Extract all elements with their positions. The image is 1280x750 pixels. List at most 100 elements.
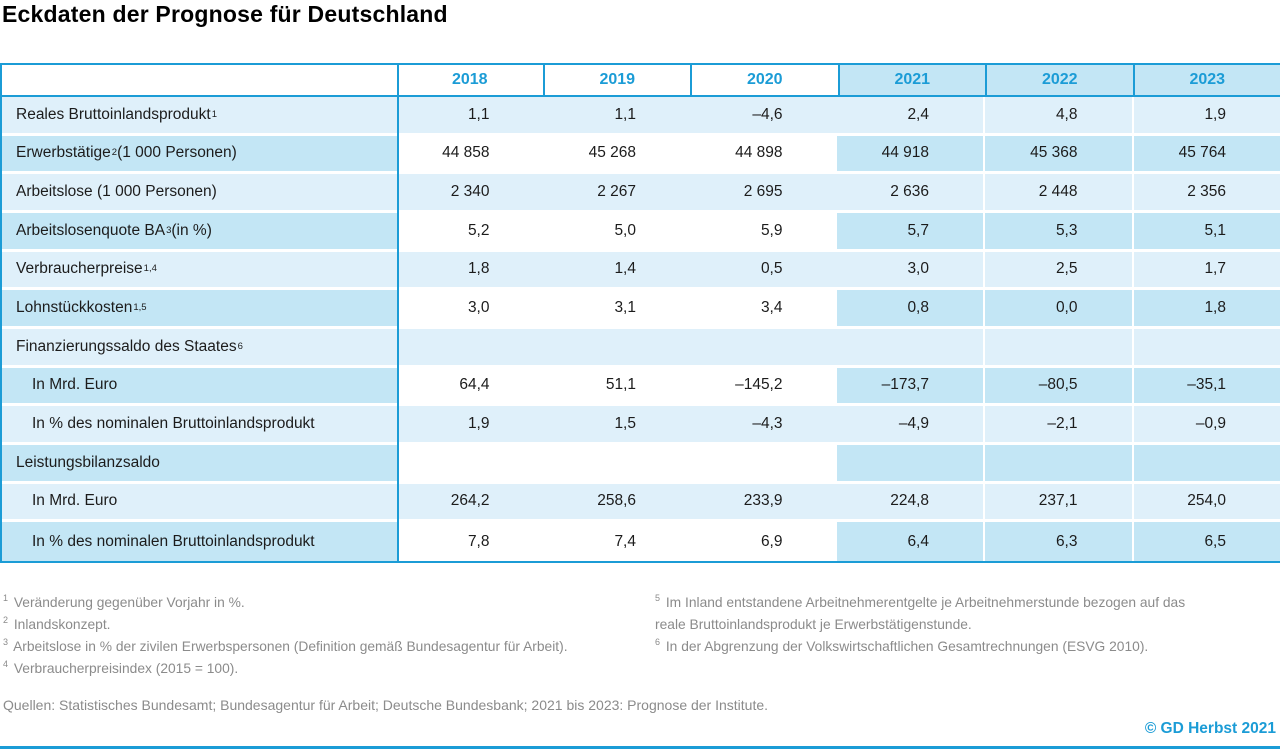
table-body: Reales Bruttoinlandsprodukt 1 1,1 1,1 –4,6 2,… bbox=[2, 97, 1280, 561]
value-cell-2022: –80,5 bbox=[983, 367, 1132, 407]
value-cell-2018: 64,4 bbox=[397, 367, 544, 407]
value-cell-2019: 2 267 bbox=[543, 174, 690, 213]
value-cell-2022: 237,1 bbox=[983, 483, 1132, 523]
value-cell-2018: 2 340 bbox=[397, 174, 544, 213]
value-cell-2019: 51,1 bbox=[543, 367, 690, 407]
footnote-3: 3 Arbeitslose in % der zivilen Erwerbspe… bbox=[3, 637, 568, 654]
row-label: In % des nominalen Bruttoinlandsprodukt bbox=[2, 406, 397, 445]
value-cell-2020 bbox=[690, 444, 837, 484]
value-cell-2021: 44 918 bbox=[836, 135, 983, 175]
value-cell-2018 bbox=[397, 328, 544, 368]
value-cell-2019: 7,4 bbox=[543, 522, 690, 561]
value-cell-2023: 1,9 bbox=[1131, 97, 1280, 136]
value-cell-2022 bbox=[983, 328, 1132, 368]
year-header-row: 2018 2019 2020 2021 2022 2023 bbox=[2, 63, 1280, 97]
value-cell-2020: –4,6 bbox=[690, 97, 837, 136]
year-header-2022: 2022 bbox=[985, 65, 1133, 95]
credit-label: © GD Herbst 2021 bbox=[1144, 720, 1276, 737]
value-cell-2020: 5,9 bbox=[690, 212, 837, 252]
footnotes: 1 Veränderung gegenüber Vorjahr in %. 2 I… bbox=[3, 592, 1215, 680]
value-cell-2020: 0,5 bbox=[690, 251, 837, 291]
value-cell-2023: –35,1 bbox=[1131, 367, 1280, 407]
footnote-5: 5 Im Inland entstandene Arbeitnehmerentg… bbox=[655, 593, 1186, 632]
value-cell-2018: 1,1 bbox=[397, 97, 544, 136]
value-cell-2020: 233,9 bbox=[690, 483, 837, 523]
value-cell-2021: 5,7 bbox=[836, 212, 983, 252]
value-cell-2019: 3,1 bbox=[543, 290, 690, 329]
footnote-6: 6 In der Abgrenzung der Volkswirtschaftl… bbox=[655, 637, 1149, 654]
year-header-2023: 2023 bbox=[1132, 65, 1280, 95]
value-cell-2022: 0,0 bbox=[983, 290, 1132, 329]
value-cell-2018: 44 858 bbox=[397, 135, 544, 175]
value-cell-2022: 2 448 bbox=[983, 174, 1132, 213]
year-header-2018: 2018 bbox=[451, 71, 488, 88]
row-label: In % des nominalen Bruttoinlandsprodukt bbox=[2, 522, 397, 561]
value-cell-2022: 6,3 bbox=[983, 522, 1132, 561]
footnote-1: 1 Veränderung gegenüber Vorjahr in %. bbox=[3, 593, 245, 610]
forecast-table: 2018 2019 2020 2021 2022 2023 Reales Bruttoin… bbox=[0, 63, 1280, 563]
value-cell-2019 bbox=[543, 444, 690, 484]
header-label-spacer bbox=[2, 65, 397, 95]
year-header-2021: 2021 bbox=[837, 65, 985, 95]
value-cell-2020: 2 695 bbox=[690, 174, 837, 213]
row-label: In Mrd. Euro bbox=[2, 367, 397, 407]
value-cell-2021: 0,8 bbox=[836, 290, 983, 329]
bottom-rule bbox=[0, 746, 1280, 749]
footnotes-right-column: 5 Im Inland entstandene Arbeitnehmerentg… bbox=[655, 592, 1215, 680]
value-cell-2021: –173,7 bbox=[836, 367, 983, 407]
value-cell-2019: 1,1 bbox=[543, 97, 690, 136]
value-cell-2023: 5,1 bbox=[1131, 212, 1280, 252]
table-row: In Mrd. Euro 264,2 258,6 233,9 224,8 237,1 254… bbox=[2, 483, 1280, 523]
value-cell-2021: –4,9 bbox=[836, 406, 983, 445]
value-cell-2019: 258,6 bbox=[543, 483, 690, 523]
value-cell-2018: 7,8 bbox=[397, 522, 544, 561]
value-cell-2018: 1,8 bbox=[397, 251, 544, 291]
value-cell-2019: 5,0 bbox=[543, 212, 690, 252]
value-cell-2018: 1,9 bbox=[397, 406, 544, 445]
value-cell-2023: 1,8 bbox=[1131, 290, 1280, 329]
value-cell-2023: 45 764 bbox=[1131, 135, 1280, 175]
value-cell-2021: 2 636 bbox=[836, 174, 983, 213]
footnotes-left-column: 1 Veränderung gegenüber Vorjahr in %. 2 I… bbox=[3, 592, 655, 680]
row-label: Leistungsbilanzsaldo bbox=[2, 444, 397, 484]
row-label: Reales Bruttoinlandsprodukt 1 bbox=[2, 97, 397, 136]
value-cell-2019 bbox=[543, 328, 690, 368]
footnote-2: 2 Inlandskonzept. bbox=[3, 615, 111, 632]
value-cell-2022: 45 368 bbox=[983, 135, 1132, 175]
value-cell-2022 bbox=[983, 444, 1132, 484]
table-row: Erwerbstätige 2 (1 000 Personen) 44 858 45 … bbox=[2, 135, 1280, 175]
footnote-4: 4 Verbraucherpreisindex (2015 = 100). bbox=[3, 659, 239, 676]
row-label: Lohnstückkosten 1,5 bbox=[2, 290, 397, 329]
value-cell-2021 bbox=[836, 328, 983, 368]
value-cell-2020: 44 898 bbox=[690, 135, 837, 175]
year-header-2019: 2019 bbox=[542, 65, 691, 95]
value-cell-2021 bbox=[836, 444, 983, 484]
table-row: Verbraucherpreise 1,4 1,8 1,4 0,5 3,0 2,5 1,7 bbox=[2, 251, 1280, 291]
table-row: Finanzierungssaldo des Staates 6 bbox=[2, 328, 1280, 368]
value-cell-2022: 4,8 bbox=[983, 97, 1132, 136]
table-row: Arbeitslose (1 000 Personen) 2 340 2 267 2 … bbox=[2, 174, 1280, 213]
value-cell-2023: –0,9 bbox=[1131, 406, 1280, 445]
row-label: In Mrd. Euro bbox=[2, 483, 397, 523]
value-cell-2020: –4,3 bbox=[690, 406, 837, 445]
value-cell-2022: –2,1 bbox=[983, 406, 1132, 445]
table-row: Reales Bruttoinlandsprodukt 1 1,1 1,1 –4,6 2,… bbox=[2, 97, 1280, 136]
value-cell-2018: 5,2 bbox=[397, 212, 544, 252]
table-row: Arbeitslosenquote BA 3 (in %) 5,2 5,0 5,9 5,7… bbox=[2, 212, 1280, 252]
value-cell-2023: 1,7 bbox=[1131, 251, 1280, 291]
row-label: Verbraucherpreise 1,4 bbox=[2, 251, 397, 291]
value-cell-2019: 1,4 bbox=[543, 251, 690, 291]
year-header-2020: 2020 bbox=[690, 65, 838, 95]
sources-line: Quellen: Statistisches Bundesamt; Bundes… bbox=[3, 697, 769, 713]
value-cell-2020: 3,4 bbox=[690, 290, 837, 329]
value-cell-2021: 3,0 bbox=[836, 251, 983, 291]
value-cell-2020: –145,2 bbox=[690, 367, 837, 407]
value-cell-2021: 2,4 bbox=[836, 97, 983, 136]
table-row: Lohnstückkosten 1,5 3,0 3,1 3,4 0,8 0,0 1,8 bbox=[2, 290, 1280, 329]
value-cell-2023: 254,0 bbox=[1131, 483, 1280, 523]
row-label: Arbeitslose (1 000 Personen) bbox=[2, 174, 397, 213]
value-cell-2020 bbox=[690, 328, 837, 368]
value-cell-2020: 6,9 bbox=[690, 522, 837, 561]
value-cell-2023: 6,5 bbox=[1131, 522, 1280, 561]
value-cell-2018: 3,0 bbox=[397, 290, 544, 329]
